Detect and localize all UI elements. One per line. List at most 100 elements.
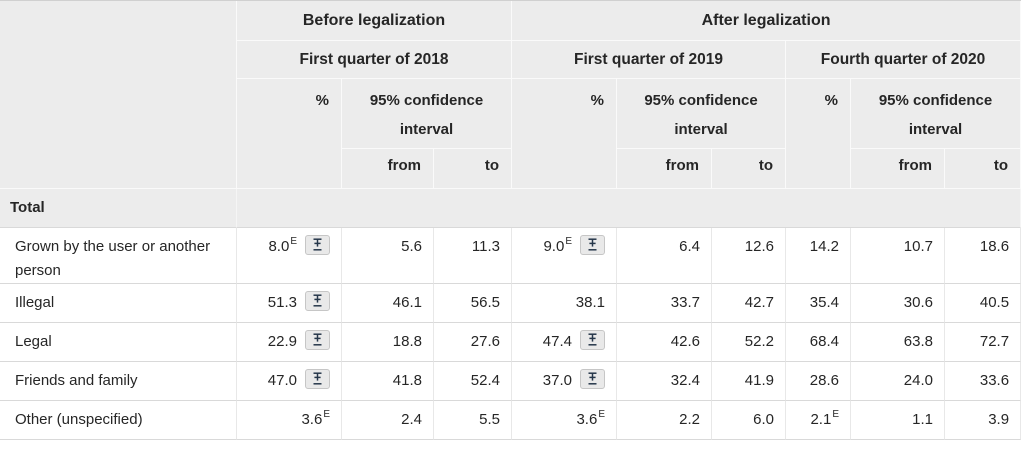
confidence-interval-toggle-button[interactable] [305, 369, 330, 389]
header-quarter-2018: First quarter of 2018 [237, 41, 512, 79]
cell-value: 28.6 [809, 372, 839, 389]
cell-value: 56.5 [470, 294, 500, 311]
header-quarter-2020: Fourth quarter of 2020 [786, 41, 1022, 79]
ci-to-cell: 52.4 [434, 362, 512, 401]
table-body: Total Grown by the user or another perso… [0, 189, 1022, 440]
header-ci-2019: 95% confidence interval [617, 79, 786, 149]
ci-to-cell: 18.6 [945, 228, 1022, 284]
cell-value: 22.9 [267, 333, 297, 350]
ci-to-cell: 6.0 [712, 401, 786, 440]
plus-minus-error-bar-icon [306, 333, 329, 347]
confidence-interval-toggle-button[interactable] [305, 235, 330, 255]
ci-to-cell: 42.7 [712, 284, 786, 323]
cell-value: 6.4 [679, 238, 700, 255]
cell-value: 47.0 [267, 372, 297, 389]
percent-cell: 28.6 [786, 362, 851, 401]
percent-cell: 47.0 [237, 362, 342, 401]
header-from-2019: from [617, 149, 712, 189]
cell-value: 42.7 [744, 294, 774, 311]
ci-from-cell: 33.7 [617, 284, 712, 323]
cell-value: 6.0 [753, 411, 774, 428]
confidence-interval-toggle-button[interactable] [580, 369, 605, 389]
header-row-periods: Before legalization After legalization [0, 1, 1022, 189]
percent-cell: 8.0E [237, 228, 342, 284]
cell-value: 63.8 [903, 333, 933, 350]
ci-from-cell: 2.2 [617, 401, 712, 440]
cell-value: 3.6 [576, 411, 598, 428]
percent-cell: 22.9 [237, 323, 342, 362]
ci-to-cell: 72.7 [945, 323, 1022, 362]
estimate-quality-flag: E [598, 409, 605, 420]
header-percent-2020: % [786, 79, 851, 189]
ci-from-cell: 10.7 [851, 228, 945, 284]
ci-from-cell: 18.8 [342, 323, 434, 362]
table-row: Illegal 51.3 46.1 56.5 38.1 33.7 42.7 35.4 30.6 4… [0, 284, 1022, 323]
percent-cell: 14.2 [786, 228, 851, 284]
cell-value: 68.4 [809, 333, 839, 350]
header-row-measures: % 95% confidence interval % 95% confiden… [0, 79, 1022, 189]
row-label: Legal [0, 323, 237, 362]
header-row-quarters: First quarter of 2018 First quarter of 2… [0, 41, 1022, 79]
ci-to-cell: 40.5 [945, 284, 1022, 323]
row-label: Illegal [0, 284, 237, 323]
cell-value: 72.7 [979, 333, 1010, 350]
cell-value: 37.0 [542, 372, 572, 389]
cell-value: 30.6 [903, 294, 933, 311]
row-label: Other (unspecified) [0, 401, 237, 440]
cell-value: 14.2 [809, 238, 839, 255]
ci-from-cell: 1.1 [851, 401, 945, 440]
cell-value: 46.1 [392, 294, 422, 311]
estimate-quality-flag: E [832, 409, 839, 420]
cell-value: 2.2 [679, 411, 700, 428]
confidence-interval-toggle-button[interactable] [580, 330, 605, 350]
cell-value: 24.0 [903, 372, 933, 389]
total-row: Total [0, 189, 1022, 228]
ci-to-cell: 12.6 [712, 228, 786, 284]
row-label: Friends and family [0, 362, 237, 401]
plus-minus-error-bar-icon [306, 372, 329, 386]
header-row-from-to: from to from to from to [0, 149, 1022, 189]
percent-cell: 9.0E [512, 228, 617, 284]
ci-to-cell: 52.2 [712, 323, 786, 362]
ci-from-cell: 30.6 [851, 284, 945, 323]
ci-from-cell: 6.4 [617, 228, 712, 284]
cell-value: 52.2 [744, 333, 774, 350]
cell-value: 18.8 [392, 333, 422, 350]
plus-minus-error-bar-icon [581, 238, 604, 252]
ci-to-cell: 56.5 [434, 284, 512, 323]
header-after-legalization: After legalization [512, 1, 1022, 41]
ci-to-cell: 3.9 [945, 401, 1022, 440]
cell-value: 1.1 [912, 411, 933, 428]
cell-value: 2.4 [401, 411, 422, 428]
estimate-quality-flag: E [290, 236, 297, 247]
ci-to-cell: 41.9 [712, 362, 786, 401]
header-to-2020: to [945, 149, 1022, 189]
cell-value: 27.6 [470, 333, 500, 350]
confidence-interval-toggle-button[interactable] [305, 291, 330, 311]
ci-to-cell: 27.6 [434, 323, 512, 362]
ci-to-cell: 11.3 [434, 228, 512, 284]
cell-value: 42.6 [670, 333, 700, 350]
percent-cell: 47.4 [512, 323, 617, 362]
percent-cell: 51.3 [237, 284, 342, 323]
cell-value: 9.0 [543, 238, 565, 255]
row-label: Grown by the user or another person [0, 228, 237, 284]
cell-value: 8.0 [268, 238, 290, 255]
cell-value: 51.3 [267, 294, 297, 311]
ci-from-cell: 5.6 [342, 228, 434, 284]
header-ci-2020: 95% confidence interval [851, 79, 1022, 149]
percent-cell: 3.6E [512, 401, 617, 440]
confidence-interval-toggle-button[interactable] [305, 330, 330, 350]
table-row: Friends and family 47.0 41.8 52.4 37.0 32.4 41… [0, 362, 1022, 401]
confidence-interval-toggle-button[interactable] [580, 235, 605, 255]
header-percent-2019: % [512, 79, 617, 189]
header-quarter-2019: First quarter of 2019 [512, 41, 786, 79]
ci-to-cell: 5.5 [434, 401, 512, 440]
total-row-empty-cells [237, 189, 1022, 228]
percent-cell: 2.1E [786, 401, 851, 440]
cell-value: 3.6 [301, 411, 323, 428]
header-ci-2018: 95% confidence interval [342, 79, 512, 149]
cell-value: 3.9 [988, 411, 1010, 428]
stub-header-cell [0, 1, 237, 189]
header-from-2018: from [342, 149, 434, 189]
